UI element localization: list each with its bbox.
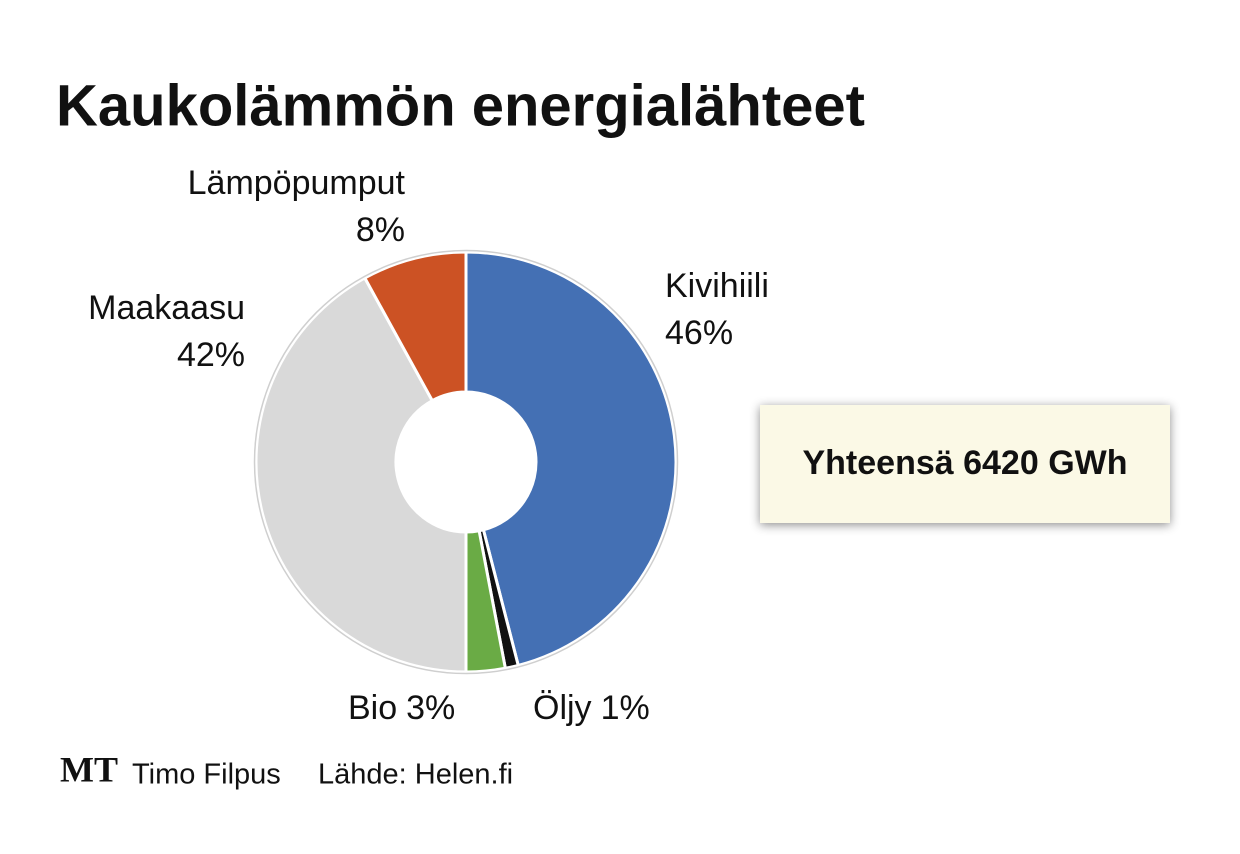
source: Lähde: Helen.fi — [318, 759, 513, 791]
slice-label: Bio — [348, 689, 397, 727]
donut — [253, 249, 679, 675]
slice-label-group: Bio 3% — [348, 689, 455, 727]
value-label: 42% — [177, 336, 245, 374]
donut-outline — [253, 249, 679, 675]
total-box — [760, 405, 1170, 523]
donut-slice — [362, 250, 468, 403]
donut-slice — [464, 250, 678, 668]
total-annotation: Yhteensä 6420 GWh — [802, 444, 1127, 482]
slice-label: Lämpöpumput — [188, 164, 406, 202]
slice-label: Maakaasu — [88, 289, 245, 327]
donut-slice — [254, 275, 468, 674]
chart-title: Kaukolämmön energialähteet — [56, 73, 865, 138]
value-label: 3% — [406, 689, 455, 727]
slice-label-group: Öljy 1% — [533, 689, 650, 727]
slice-label: Kivihiili — [665, 267, 769, 305]
value-label: 1% — [601, 689, 650, 727]
logo: MT — [60, 749, 118, 789]
value-label: 46% — [665, 314, 733, 352]
author: Timo Filpus — [132, 759, 281, 791]
slice-label: Öljy — [533, 689, 592, 727]
value-label: 8% — [356, 211, 405, 249]
